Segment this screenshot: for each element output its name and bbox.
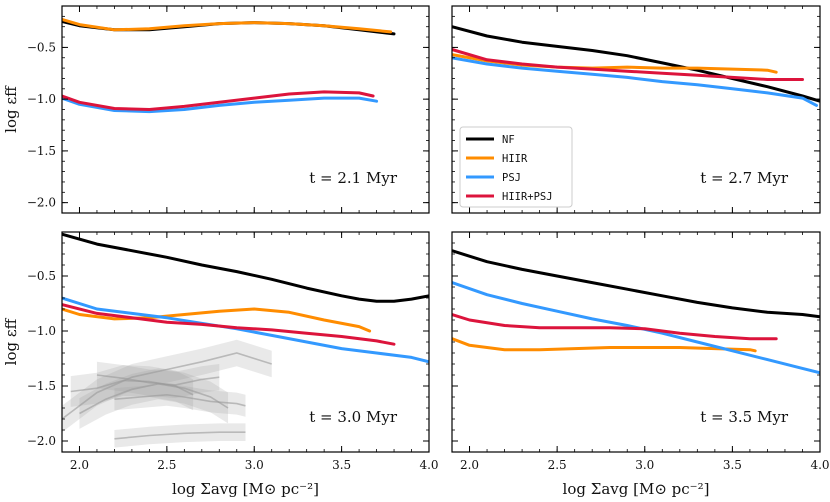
legend-label-hiir-psj: HIIR+PSJ [502,191,553,203]
panel-2-series-hiir-psj [452,48,804,81]
panel-4-series-hiir-psj [452,313,778,341]
panel-1: −0.5 −1.0 −1.5 −2.0 t = 2.1 Myr log εff [2,5,430,214]
observation-band-2 [70,365,194,411]
panel-1-ytick-label-1-5: −1.5 [27,144,56,158]
panel-2-series-psj [452,56,818,107]
panel-3-xlabel: log Σavg [M⊙ pc⁻²] [172,480,319,498]
legend-label-psj: PSJ [502,172,521,184]
observation-band-5 [114,383,246,417]
observation-band-6 [114,423,246,448]
panel-3-time-annotation: t = 3.0 Myr [309,408,398,426]
panel-1-ylabel: log εff [2,85,20,133]
panel-3-xtick-label-2-0: 2.0 [70,458,89,472]
panel-3-series-nf [62,232,429,303]
panel-1-plot-area [62,18,396,114]
panel-1-ytick-label-2-0: −2.0 [27,196,56,210]
panel-4-xtick-label-3-5: 3.5 [723,458,742,472]
panel-4-xtick-label-2-5: 2.5 [548,458,567,472]
panel-3-series-psj [62,296,429,364]
panel-1-series-hiir-psj [62,90,375,111]
observation-line-4 [96,374,220,386]
panel-4: 2.0 2.5 3.0 3.5 4.0 t = 3.5 Myr log Σavg [M⊙ p… [451,231,830,498]
panel-3-xtick-label-3-5: 3.5 [332,458,351,472]
panel-4-xtick-label-4-0: 4.0 [810,458,829,472]
panel-4-series-nf [452,249,820,319]
panel-3-xtick-label-3-0: 3.0 [245,458,264,472]
panel-3-series-hiir-psj [62,303,396,346]
panel-3: 2.0 2.5 3.0 3.5 4.0 −0.5 −1.0 −1.5 −2.0 t = 3.0 M… [2,231,439,498]
panel-1-series-hiir [62,18,393,34]
panel-2-plot-area [452,25,820,107]
observation-line-1 [62,352,272,420]
legend-label-hiir: HIIR [502,153,528,165]
panel-3-ytick-label-1-0: −1.0 [27,324,56,338]
observation-band-3 [79,368,229,429]
panel-2-series-nf [452,25,820,103]
panel-2: t = 2.7 Myr NF HIIR PSJ HIIR+PSJ [451,5,821,214]
panel-2-time-annotation: t = 2.7 Myr [700,169,789,187]
panel-4-xtick-label-3-0: 3.0 [635,458,654,472]
panel-4-xlabel: log Σavg [M⊙ pc⁻²] [563,480,710,498]
panel-3-ylabel: log εff [2,317,20,365]
legend-label-nf: NF [502,134,515,146]
panel-3-xtick-label-2-5: 2.5 [157,458,176,472]
legend-box [459,126,573,208]
panel-4-plot-area [452,249,820,375]
panel-3-xtick-label-4-0: 4.0 [419,458,438,472]
panel-1-ytick-label-1-0: −1.0 [27,92,56,106]
observation-line-6 [114,431,246,440]
panel-3-ytick-label-0-5: −0.5 [27,269,56,283]
panel-1-time-annotation: t = 2.1 Myr [309,169,398,187]
panel-1-ytick-label-0-5: −0.5 [27,40,56,54]
observation-band-4 [96,361,220,399]
panel-3-plot-area [62,232,429,448]
panel-3-ytick-label-1-5: −1.5 [27,379,56,393]
legend: NF HIIR PSJ HIIR+PSJ [459,126,573,208]
observation-line-5 [114,393,246,407]
panel-4-xtick-label-2-0: 2.0 [460,458,479,472]
panel-4-time-annotation: t = 3.5 Myr [700,408,789,426]
panel-3-ytick-label-2-0: −2.0 [27,434,56,448]
observation-band-1 [62,339,272,433]
panel-3-series-hiir [62,307,372,333]
panel-1-series-psj [62,96,379,114]
